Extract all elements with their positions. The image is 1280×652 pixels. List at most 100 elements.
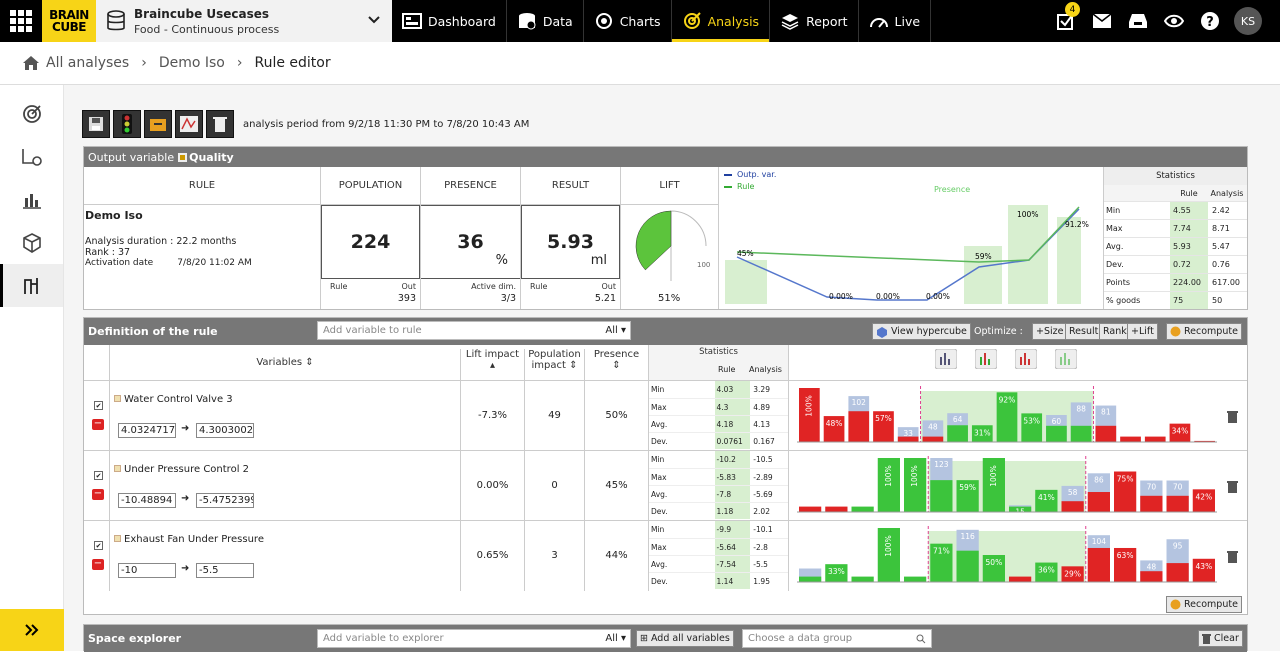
variable-histogram[interactable]: 100% 48% 102 57% 33 48 64 31% 92% 53% 60 88 81 34% (789, 381, 1219, 451)
stats-row: Dev. 0.0761 0.167 (649, 432, 788, 449)
view-hypercube-button[interactable]: View hypercube (872, 323, 971, 340)
stats-analysis-value: 2.42 (1212, 206, 1230, 215)
histogram-red-icon[interactable] (1015, 349, 1037, 369)
col-lift-impact[interactable]: Lift impact ▴ (460, 349, 524, 380)
app-grid-icon[interactable] (0, 0, 42, 42)
variable-name[interactable]: Water Control Valve 3 (124, 394, 233, 405)
range-max-input[interactable]: -5.5 (196, 563, 254, 578)
histogram-label: 95 (1173, 541, 1183, 550)
add-all-label: Add all variables (650, 633, 730, 644)
mail-icon (1093, 14, 1111, 28)
target-icon (22, 104, 41, 123)
range-max-input[interactable]: -5.4752399 (196, 493, 254, 508)
help-button[interactable]: ? (1192, 12, 1228, 30)
home-icon[interactable] (22, 55, 40, 71)
histogram-bar (799, 576, 822, 582)
recompute-label: Recompute (1184, 599, 1238, 610)
traffic-light-button[interactable] (113, 110, 141, 138)
remove-variable-button[interactable]: − (92, 488, 104, 500)
lift-gauge: 75 50 100 (635, 210, 710, 281)
histogram-bar (1192, 558, 1215, 582)
stats-rule-value: 4.18 (714, 416, 751, 432)
tab-dashboard[interactable]: Dashboard (392, 0, 507, 42)
sidebar-item-rule-editor[interactable] (0, 264, 63, 307)
stats-row: Max 4.3 4.89 (649, 398, 788, 415)
range-max-input[interactable]: 4.3003002 (196, 423, 254, 438)
add-explorer-input[interactable]: Add variable to explorer All ▾ (317, 629, 631, 648)
sidebar-item-cube[interactable] (0, 221, 63, 264)
breadcrumb-all-analyses[interactable]: All analyses (46, 55, 130, 71)
optimize-rank-button[interactable]: Rank (1099, 323, 1131, 340)
inbox-button[interactable] (1120, 13, 1156, 29)
tasks-button[interactable]: 4 (1048, 2, 1084, 30)
rule-rank: Rank : 37 (85, 247, 131, 258)
histogram-green-icon[interactable] (1055, 349, 1077, 369)
delete-variable-button[interactable] (1227, 478, 1238, 497)
variable-stats: Min -9.9 -10.1 Max -5.64 -2.8 Avg. -7.54 -5.5 Dev… (648, 521, 788, 591)
view-button[interactable] (1156, 14, 1192, 28)
variable-checkbox[interactable]: ✔ (94, 401, 103, 410)
project-selector[interactable]: Braincube Usecases Food - Continuous pro… (96, 0, 392, 42)
tab-analysis[interactable]: Analysis (672, 0, 771, 42)
histogram-bar (1035, 562, 1058, 582)
delete-variable-button[interactable] (1227, 408, 1238, 427)
remove-variable-button[interactable]: − (92, 558, 104, 570)
range-min-input[interactable]: -10.48894 (118, 493, 176, 508)
optimize-result-button[interactable]: Result (1065, 323, 1103, 340)
hypercube-icon (877, 326, 887, 338)
sidebar-item-bars[interactable] (0, 178, 63, 221)
tab-live[interactable]: Live (859, 0, 932, 42)
histogram-bar (1166, 495, 1189, 512)
add-variable-input[interactable]: Add variable to rule All ▾ (317, 321, 631, 340)
add-all-variables-button[interactable]: ⊞ Add all variables (636, 630, 734, 647)
avatar[interactable]: KS (1234, 7, 1262, 35)
histogram-color-icon[interactable] (975, 349, 997, 369)
data-group-select[interactable]: Choose a data group (742, 629, 932, 648)
population-cell: POPULATION 224 Rule Out 393 (321, 167, 421, 309)
tab-data[interactable]: Data (507, 0, 584, 42)
range-min-input[interactable]: -10 (118, 563, 176, 578)
sidebar-item-target[interactable] (0, 92, 63, 135)
clear-button[interactable]: Clear (1198, 630, 1243, 647)
presence-bar (964, 246, 1002, 304)
variable-histogram[interactable]: 33% 100% 71% 116 50% 36% 29% 104 63% 48 95 43% (789, 521, 1219, 591)
dashboard-icon (402, 13, 422, 29)
optimize-size-button[interactable]: +Size (1032, 323, 1068, 340)
variable-name[interactable]: Exhaust Fan Under Pressure (124, 534, 264, 545)
cube-icon (22, 232, 41, 253)
histogram-label: 48 (1147, 562, 1157, 571)
range-min-input[interactable]: 4.0324717 (118, 423, 176, 438)
col-presence-def[interactable]: Presence ⇕ (584, 349, 648, 380)
result-box: 5.93 ml (521, 205, 620, 279)
histogram-label: 100% (910, 465, 919, 486)
sidebar-item-settings-chart[interactable] (0, 135, 63, 178)
save-button[interactable] (82, 110, 110, 138)
braincube-logo[interactable]: BRAIN CUBE (42, 0, 96, 42)
tab-charts[interactable]: Charts (584, 0, 672, 42)
breadcrumb-demo-iso[interactable]: Demo Iso (158, 55, 225, 71)
optimize-lift-button[interactable]: +Lift (1127, 323, 1158, 340)
recompute-button[interactable]: Recompute (1166, 323, 1242, 340)
pop-out-value: 393 (397, 293, 416, 304)
recompute-bottom-button[interactable]: Recompute (1166, 596, 1242, 613)
variable-checkbox[interactable]: ✔ (94, 471, 103, 480)
histogram-label: 34% (1172, 427, 1189, 436)
expand-sidebar-button[interactable] (0, 609, 64, 651)
formula-button[interactable] (175, 110, 203, 138)
messages-button[interactable] (1084, 14, 1120, 28)
output-variable-name[interactable]: Quality (189, 150, 234, 164)
col-variables[interactable]: Variables ⇕ (256, 357, 314, 368)
col-pop-impact[interactable]: Population impact ⇕ (524, 349, 584, 380)
tab-report[interactable]: Report (770, 0, 859, 42)
archive-button[interactable] (144, 110, 172, 138)
variable-checkbox[interactable]: ✔ (94, 541, 103, 550)
col-result: RESULT (521, 167, 620, 205)
delete-variable-button[interactable] (1227, 548, 1238, 567)
col-presence-label: Presence (593, 349, 640, 360)
remove-variable-button[interactable]: − (92, 418, 104, 430)
histogram-bar (1140, 571, 1163, 582)
variable-name[interactable]: Under Pressure Control 2 (124, 464, 250, 475)
trash-button[interactable] (206, 110, 234, 138)
histogram-blue-icon[interactable] (935, 349, 957, 369)
